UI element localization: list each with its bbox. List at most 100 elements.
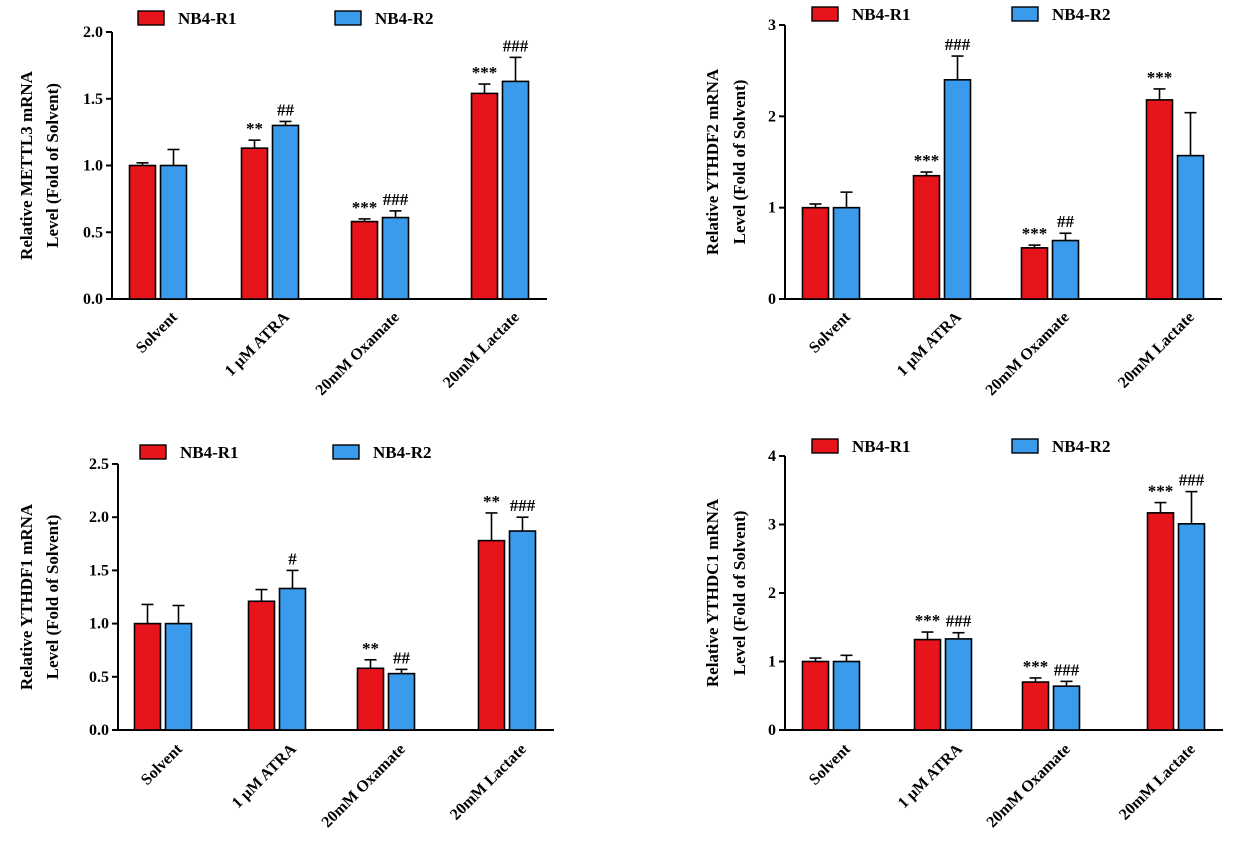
y-tick-label: 1.0 — [89, 616, 109, 633]
legend-swatch — [139, 444, 167, 460]
x-tick-label: Solvent — [806, 740, 854, 788]
significance-label: ** — [483, 492, 500, 511]
significance-label: ### — [945, 35, 971, 54]
y-tick-label: 0.5 — [83, 224, 103, 241]
bar — [943, 79, 972, 300]
significance-label: ### — [503, 36, 529, 55]
x-tick-label: 1 μM ATRA — [895, 740, 966, 811]
bar — [271, 124, 300, 300]
y-tick-label: 0.5 — [89, 669, 109, 686]
bar — [159, 164, 188, 300]
bar — [381, 216, 410, 300]
x-tick-label: 20mM Lactate — [447, 741, 530, 824]
y-tick-label: 1.5 — [89, 562, 109, 579]
significance-label: *** — [1148, 482, 1174, 501]
bar — [240, 147, 269, 300]
y-tick-label: 3 — [768, 17, 776, 34]
legend-label: NB4-R1 — [178, 9, 237, 28]
y-axis-label: Relative YTHDC1 mRNA — [703, 498, 722, 687]
bar — [801, 206, 830, 300]
legend-swatch — [811, 6, 839, 22]
legend-swatch — [334, 10, 362, 26]
y-tick-label: 0 — [768, 291, 776, 308]
bar — [133, 622, 162, 731]
y-axis-label-line2: Level (Fold of Solvent) — [43, 515, 62, 680]
y-tick-label: 0.0 — [83, 291, 103, 308]
y-tick-label: 3 — [768, 517, 776, 534]
bar — [470, 92, 499, 300]
significance-label: *** — [472, 63, 498, 82]
bar — [912, 174, 941, 300]
legend-label: NB4-R2 — [375, 9, 434, 28]
y-tick-label: 2.5 — [89, 456, 109, 473]
bar — [1146, 512, 1175, 731]
y-axis-label-line2: Level (Fold of Solvent) — [43, 83, 62, 248]
y-axis-label-line2: Level (Fold of Solvent) — [730, 80, 749, 245]
chart-panel-4: Relative YTHDC1 mRNA Level (Fold of Solve… — [703, 437, 1223, 831]
legend-swatch — [1011, 438, 1039, 454]
significance-label: ### — [510, 496, 536, 515]
legend-label: NB4-R1 — [852, 5, 911, 24]
legend-label: NB4-R1 — [852, 437, 911, 456]
significance-label: ## — [393, 648, 411, 667]
chart-panel-2: Relative YTHDF2 mRNA Level (Fold of Solve… — [703, 5, 1222, 399]
bar — [350, 220, 379, 300]
bar — [247, 600, 276, 731]
significance-label: ### — [1054, 660, 1080, 679]
x-tick-label: Solvent — [806, 308, 854, 356]
bar — [944, 638, 973, 731]
significance-label: *** — [914, 151, 940, 170]
significance-label: ** — [246, 119, 263, 138]
significance-label: *** — [352, 198, 378, 217]
y-tick-label: 2 — [768, 585, 776, 602]
chart-panel-3: Relative YTHDF1 mRNA Level (Fold of Solve… — [17, 443, 554, 831]
legend-label: NB4-R2 — [373, 443, 432, 462]
legend-swatch — [332, 444, 360, 460]
bar — [801, 660, 830, 731]
bar — [387, 672, 416, 731]
significance-label: ## — [1057, 212, 1075, 231]
x-tick-label: 20mM Oxamate — [313, 309, 403, 399]
y-tick-label: 0 — [768, 722, 776, 739]
bar — [501, 80, 530, 300]
legend-swatch — [811, 438, 839, 454]
bar — [1177, 523, 1206, 731]
bar — [278, 587, 307, 731]
x-tick-label: 1 μM ATRA — [894, 308, 965, 379]
y-axis-label-line2: Level (Fold of Solvent) — [730, 511, 749, 676]
x-tick-label: Solvent — [133, 308, 181, 356]
y-tick-label: 1 — [768, 200, 776, 217]
y-tick-label: 2.0 — [89, 509, 109, 526]
x-tick-label: 1 μM ATRA — [229, 740, 300, 811]
y-tick-label: 1.0 — [83, 158, 103, 175]
bar — [164, 622, 193, 731]
x-tick-label: 20mM Oxamate — [984, 741, 1074, 831]
bar — [832, 660, 861, 731]
significance-label: # — [288, 549, 297, 568]
y-tick-label: 2 — [768, 108, 776, 125]
bar — [508, 530, 537, 731]
legend-label: NB4-R1 — [180, 443, 239, 462]
y-tick-label: 2.0 — [83, 24, 103, 41]
bar — [128, 164, 157, 300]
x-tick-label: 20mM Lactate — [1115, 309, 1198, 392]
significance-label: *** — [1022, 224, 1048, 243]
significance-label: ### — [383, 190, 409, 209]
legend-swatch — [1011, 6, 1039, 22]
bar — [1145, 99, 1174, 300]
significance-label: ** — [362, 639, 379, 658]
x-tick-label: 20mM Oxamate — [983, 309, 1073, 399]
bar — [913, 638, 942, 731]
significance-label: *** — [1147, 68, 1173, 87]
legend-swatch — [137, 10, 165, 26]
bar — [1052, 685, 1081, 731]
legend-label: NB4-R2 — [1052, 437, 1111, 456]
x-tick-label: 20mM Oxamate — [319, 741, 409, 831]
bar — [1051, 239, 1080, 300]
y-tick-label: 0.0 — [89, 722, 109, 739]
y-tick-label: 4 — [768, 448, 776, 465]
y-axis-label: Relative METTL3 mRNA — [17, 70, 36, 260]
bar — [1020, 247, 1049, 300]
bar — [1176, 154, 1205, 300]
